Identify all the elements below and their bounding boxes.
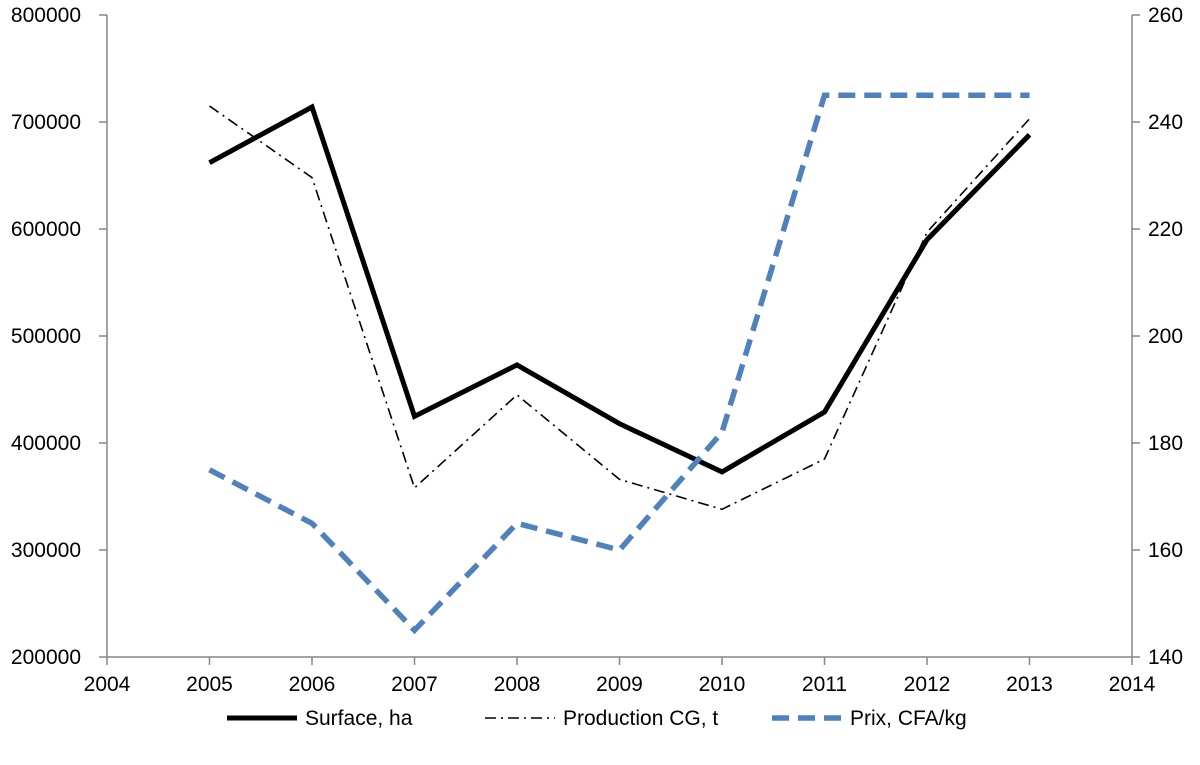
legend-label-2: Prix, CFA/kg: [850, 707, 967, 730]
y2-tick-label: 240: [1148, 111, 1183, 134]
y-axis-left-ticks: 200000 300000 400000 500000 600000 700000 8000…: [11, 4, 107, 669]
y-tick-label: 800000: [11, 4, 81, 27]
x-axis-ticks: 2004 2005 2006 2007 2008 2009 2010 2011 2012 2013…: [84, 657, 1156, 696]
axes: [106, 15, 1133, 658]
x-tick-label: 2008: [494, 673, 541, 696]
y2-tick-label: 180: [1148, 432, 1183, 455]
y2-tick-label: 260: [1148, 4, 1183, 27]
series-line-1: [209, 105, 1031, 511]
y2-tick-label: 160: [1148, 539, 1183, 562]
legend: Surface, ha Production CG, t Prix, CFA/kg: [227, 707, 967, 730]
x-tick-label: 2012: [904, 673, 951, 696]
x-tick-label: 2010: [699, 673, 746, 696]
y2-tick-label: 200: [1148, 325, 1183, 348]
legend-label-0: Surface, ha: [305, 707, 413, 730]
series-lines: [208, 92, 1032, 635]
y2-tick-label: 140: [1148, 646, 1183, 669]
x-tick-label: 2009: [596, 673, 643, 696]
x-tick-label: 2013: [1006, 673, 1053, 696]
y-tick-label: 700000: [11, 111, 81, 134]
y-axis-right-ticks: 140 160 180 200 220 240 260: [1132, 4, 1183, 669]
x-tick-label: 2007: [391, 673, 438, 696]
x-tick-label: 2005: [186, 673, 233, 696]
x-tick-label: 2014: [1109, 673, 1156, 696]
y-tick-label: 300000: [11, 539, 81, 562]
x-tick-label: 2011: [802, 673, 847, 696]
y-tick-label: 600000: [11, 218, 81, 241]
y2-tick-label: 220: [1148, 218, 1183, 241]
series-line-2: [208, 92, 1030, 635]
x-tick-label: 2006: [289, 673, 336, 696]
y-tick-label: 500000: [11, 325, 81, 348]
legend-label-1: Production CG, t: [563, 707, 718, 730]
y-tick-label: 200000: [11, 646, 81, 669]
series-line-0: [208, 103, 1032, 475]
x-tick-label: 2004: [84, 673, 131, 696]
y-tick-label: 400000: [11, 432, 81, 455]
